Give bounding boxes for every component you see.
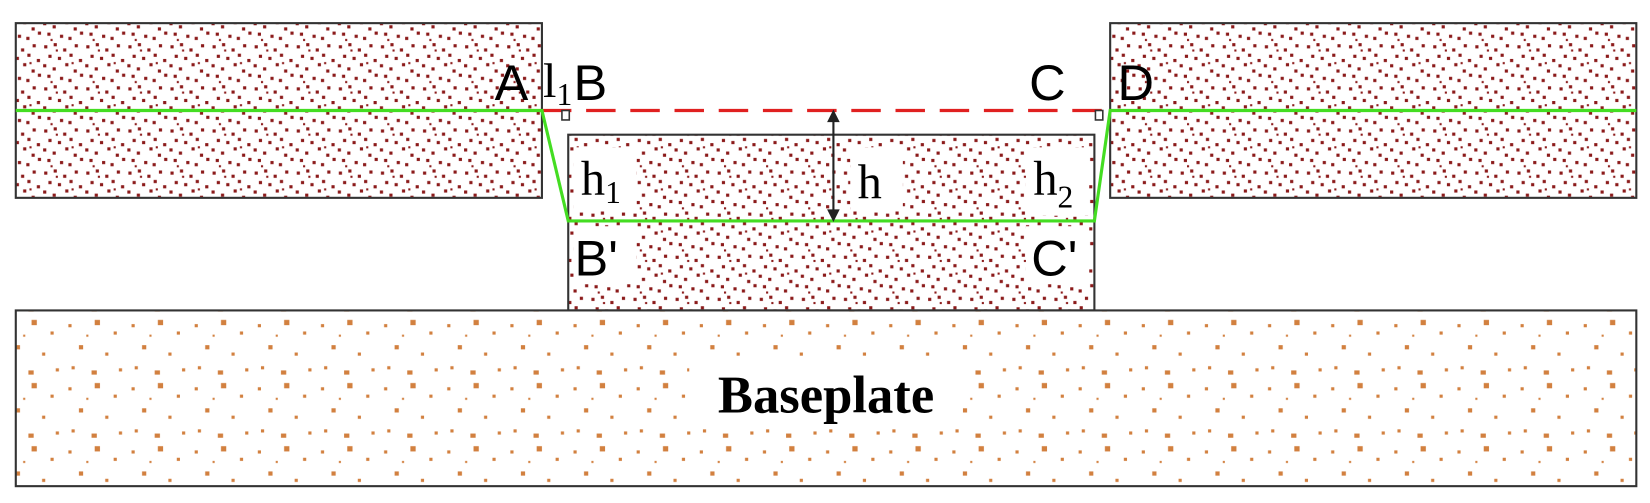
label-a: A bbox=[495, 54, 529, 111]
label-bg bbox=[1025, 226, 1090, 285]
label-c: C bbox=[1029, 54, 1065, 111]
label-base: l bbox=[543, 55, 556, 108]
arrow-head bbox=[827, 109, 840, 123]
label-b: B bbox=[574, 54, 608, 111]
baseplate-label: Baseplate bbox=[718, 367, 934, 425]
label-bg bbox=[1025, 147, 1090, 216]
label-bg bbox=[573, 147, 637, 211]
label-bg bbox=[689, 363, 963, 427]
label-sub: 2 bbox=[1058, 179, 1074, 214]
profile-line bbox=[15, 108, 1637, 223]
label-h: h bbox=[858, 156, 882, 209]
label-l1: l1 bbox=[543, 55, 572, 112]
marker bbox=[561, 109, 571, 121]
label-c-prime: C' bbox=[1031, 230, 1077, 287]
marker bbox=[1094, 109, 1104, 121]
label-base: h bbox=[581, 153, 605, 206]
label-bg bbox=[573, 226, 637, 285]
label-h2: h2 bbox=[1033, 153, 1073, 215]
label-b-prime: B' bbox=[575, 230, 618, 287]
arrow-head bbox=[827, 209, 840, 223]
label-sub: 1 bbox=[605, 175, 621, 210]
label-base: h bbox=[1033, 153, 1057, 206]
label-sub: 1 bbox=[556, 77, 572, 112]
label-bg bbox=[850, 147, 903, 211]
label-h1: h1 bbox=[581, 153, 621, 210]
label-d: D bbox=[1118, 54, 1154, 111]
